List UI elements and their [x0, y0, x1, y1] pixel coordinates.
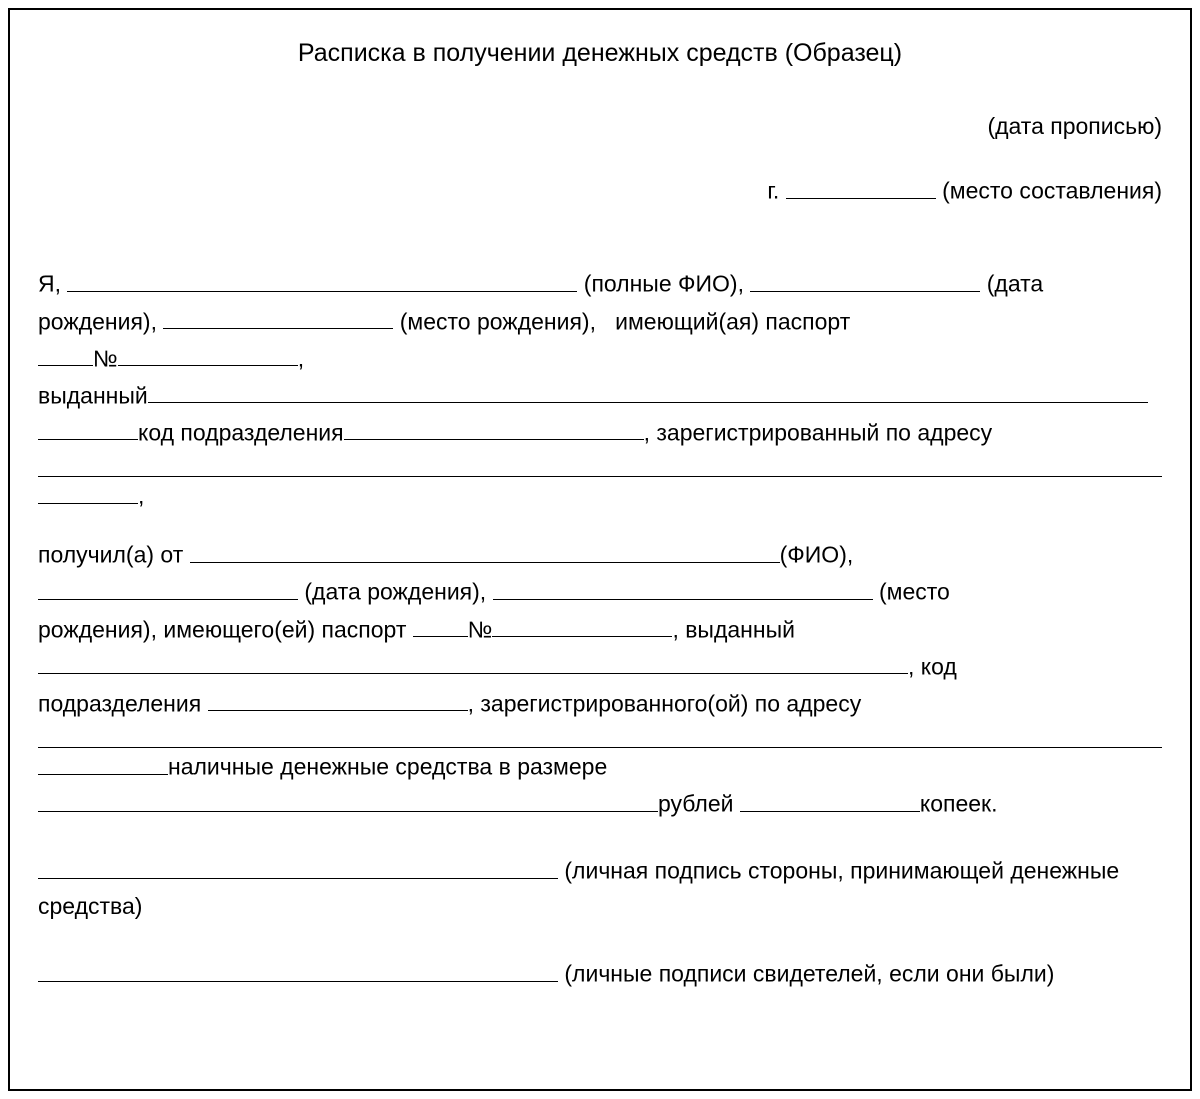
recipient-birthplace-blank[interactable]: [163, 303, 393, 329]
date-words-row: (дата прописью): [38, 109, 1162, 145]
payer-registered-label: , зарегистрированного(ой) по адресу: [468, 690, 862, 716]
date-words-hint: (дата прописью): [987, 113, 1162, 139]
recipient-dept-code-blank[interactable]: [344, 414, 644, 440]
payer-dept-code-label: подразделения: [38, 690, 201, 716]
payer-dept-tail: , код: [908, 653, 957, 679]
city-blank[interactable]: [786, 172, 936, 198]
signature-receiver-row: (личная подпись стороны, принимающей ден…: [38, 852, 1162, 925]
recipient-dept-code-label: код подразделения: [138, 419, 344, 445]
payer-passport-number-blank[interactable]: [492, 611, 672, 637]
form-title: Расписка в получении денежных средств (О…: [38, 34, 1162, 73]
signature-witnesses-row: (личные подписи свидетелей, если они был…: [38, 955, 1162, 992]
received-from-label: получил(а) от: [38, 542, 183, 568]
recipient-issued-by-blank[interactable]: [148, 377, 1148, 403]
recipient-dob-hint2: рождения),: [38, 308, 157, 334]
recipient-address-tail-blank[interactable]: [38, 477, 138, 503]
payer-birthplace-hint2: рождения), имеющего(ей) паспорт: [38, 616, 406, 642]
recipient-passport-no-label: №: [93, 345, 118, 371]
receiver-signature-blank[interactable]: [38, 852, 558, 878]
recipient-dob-hint: (дата: [987, 271, 1043, 297]
lead-ya: Я,: [38, 271, 61, 297]
receipt-form: Расписка в получении денежных средств (О…: [8, 8, 1192, 1091]
witness-signature-blank[interactable]: [38, 955, 558, 981]
city-prefix: г.: [767, 178, 779, 204]
recipient-dob-blank[interactable]: [750, 265, 980, 291]
witness-signature-hint: (личные подписи свидетелей, если они был…: [564, 961, 1054, 987]
payer-dob-blank[interactable]: [38, 573, 298, 599]
payer-issued-by-blank[interactable]: [38, 648, 908, 674]
recipient-dept-prefix-blank[interactable]: [38, 414, 138, 440]
amount-kop-blank[interactable]: [740, 785, 920, 811]
payer-birthplace-hint: (место: [879, 579, 950, 605]
payer-address-tail-blank[interactable]: [38, 748, 168, 774]
payer-fio-blank[interactable]: [190, 536, 780, 562]
place-hint: (место составления): [942, 178, 1162, 204]
recipient-address-line[interactable]: [38, 451, 1162, 477]
recipient-issued-by-label: выданный: [38, 382, 148, 408]
payer-passport-no-label: №: [468, 616, 493, 642]
payer-dept-code-blank[interactable]: [208, 685, 468, 711]
place-row: г. (место составления): [38, 172, 1162, 209]
payer-issued-by-label: , выданный: [672, 616, 795, 642]
payer-fio-hint: (ФИО),: [780, 542, 854, 568]
recipient-registered-label: , зарегистрированный по адресу: [644, 419, 993, 445]
payer-address-line[interactable]: [38, 722, 1162, 748]
recipient-passport-series-blank[interactable]: [38, 340, 93, 366]
payer-dob-hint: (дата рождения),: [304, 579, 486, 605]
recipient-fio-hint: (полные ФИО),: [584, 271, 744, 297]
payer-passport-series-blank[interactable]: [413, 611, 468, 637]
payer-birthplace-blank[interactable]: [493, 573, 873, 599]
rub-label: рублей: [658, 791, 734, 817]
recipient-passport-number-blank[interactable]: [118, 340, 298, 366]
payer-block: получил(а) от (ФИО), (дата рождения), (м…: [38, 536, 1162, 822]
recipient-birthplace-hint: (место рождения),: [400, 308, 596, 334]
cash-lead: наличные денежные средства в размере: [168, 754, 607, 780]
recipient-passport-lead: имеющий(ая) паспорт: [615, 308, 850, 334]
amount-rub-blank[interactable]: [38, 785, 658, 811]
recipient-fio-blank[interactable]: [67, 265, 577, 291]
recipient-block: Я, (полные ФИО), (дата рождения), (место…: [38, 265, 1162, 514]
kop-label: копеек.: [920, 791, 998, 817]
